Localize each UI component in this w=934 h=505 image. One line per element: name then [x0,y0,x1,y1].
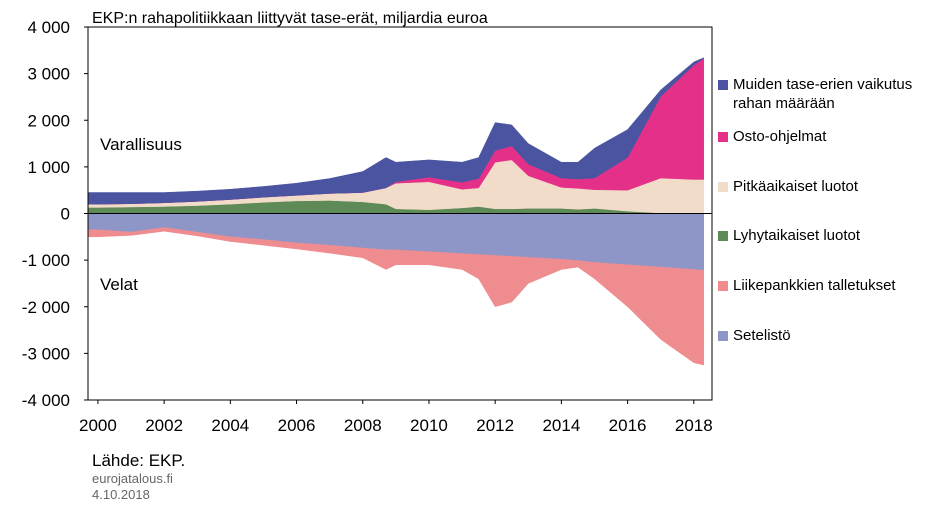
date: 4.10.2018 [92,487,150,502]
y-tick-label: -1 000 [22,251,70,270]
legend-label: Setelistö [733,327,791,344]
y-tick-label: 0 [61,205,70,224]
legend-item: Setelistö [718,326,934,345]
legend-swatch [718,331,728,341]
x-tick-label: 2006 [278,416,316,435]
legend-swatch [718,182,728,192]
legend-swatch [718,231,728,241]
x-tick-label: 2004 [211,416,249,435]
source: Lähde: EKP. [92,451,185,470]
x-tick-label: 2016 [609,416,647,435]
area [87,57,704,205]
x-tick-label: 2018 [675,416,713,435]
site: eurojatalous.fi [92,471,173,486]
x-tick-label: 2008 [344,416,382,435]
y-tick-label: 1 000 [27,158,70,177]
legend-item: Lyhytaikaiset luotot [718,226,934,245]
x-tick-label: 2012 [476,416,514,435]
legend-item: Liikepankkien talletukset [718,276,934,295]
legend-swatch [718,132,728,142]
legend-item: Osto-ohjelmat [718,127,934,146]
legend-swatch [718,80,728,90]
legend-label: Pitkäaikaiset luotot [733,178,859,195]
legend-label: Lyhytaikaiset luotot [733,227,861,244]
y-tick-label: -4 000 [22,391,70,410]
y-tick-label: 3 000 [27,65,70,84]
x-tick-label: 2010 [410,416,448,435]
x-tick-label: 2000 [79,416,117,435]
y-tick-label: 2 000 [27,111,70,130]
annotation: Varallisuus [100,135,182,154]
y-tick-label: 4 000 [27,18,70,37]
x-tick-label: 2014 [542,416,580,435]
legend-label: Liikepankkien talletukset [733,277,896,294]
x-tick-label: 2002 [145,416,183,435]
legend-swatch [718,281,728,291]
legend-item: Pitkäaikaiset luotot [718,177,934,196]
legend-label: Muiden tase-erien vaikutus rahan määrään [733,76,913,112]
legend-item: Muiden tase-erien vaikutus rahan määrään [718,75,934,113]
legend-label: Osto-ohjelmat [733,128,827,145]
y-tick-label: -3 000 [22,344,70,363]
chart-title: EKP:n rahapolitiikkaan liittyvät tase-er… [92,10,488,27]
area [87,227,704,366]
annotation: Velat [100,275,138,294]
y-tick-label: -2 000 [22,298,70,317]
area [88,57,704,205]
